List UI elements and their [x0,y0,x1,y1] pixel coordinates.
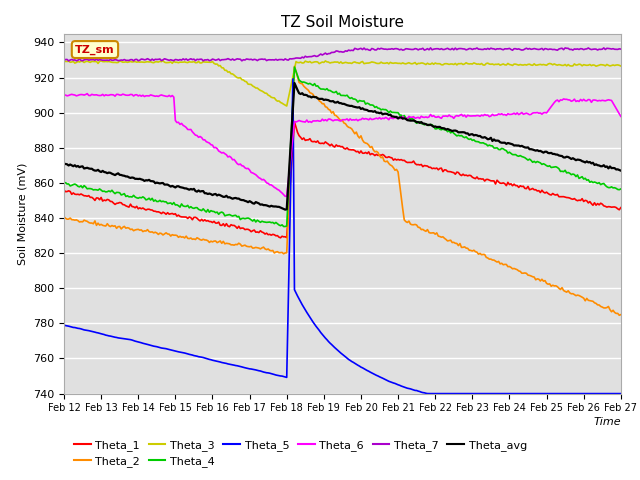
Theta_6 [76,92,83,98]
Theta_6 [380,116,388,121]
Theta_7 [60,57,68,63]
Theta_6 [399,114,406,120]
Theta_4 [380,107,388,112]
Theta_7 [427,45,435,51]
Line: Theta_5: Theta_5 [64,79,621,394]
Theta_7 [410,47,417,52]
Theta_4 [617,186,625,192]
Theta_avg [60,161,68,167]
Theta_6 [552,98,559,104]
Theta_5 [410,387,417,393]
Theta_4 [76,184,83,190]
Theta_6 [412,116,419,121]
Line: Theta_3: Theta_3 [64,60,621,106]
Theta_2 [379,154,387,160]
Theta_6 [282,193,289,199]
Theta_3 [76,59,83,65]
Theta_3 [617,63,625,69]
Theta_6 [165,93,173,98]
Theta_4 [399,114,406,120]
Theta_5 [164,346,172,352]
Theta_2 [291,63,298,69]
Theta_7 [617,46,625,52]
Theta_1 [380,153,388,158]
Theta_7 [379,46,387,52]
Line: Theta_1: Theta_1 [64,122,621,238]
Theta_avg [164,182,172,188]
Theta_avg [380,111,388,117]
Theta_1 [412,161,419,167]
Y-axis label: Soil Moisture (mV): Soil Moisture (mV) [17,162,28,265]
Theta_4 [60,180,68,186]
Theta_3 [165,60,173,65]
Theta_7 [77,58,85,63]
Theta_2 [550,283,558,289]
Text: Time: Time [593,417,621,427]
Theta_2 [616,312,623,318]
Theta_4 [291,64,298,70]
Theta_4 [164,201,172,206]
Theta_3 [283,103,291,109]
Theta_1 [60,187,68,193]
Theta_3 [552,62,559,68]
Theta_2 [76,219,83,225]
Theta_avg [412,118,419,124]
Theta_5 [76,325,83,331]
Theta_2 [397,193,405,199]
Legend: Theta_1, Theta_2, Theta_3, Theta_4, Theta_5, Theta_6, Theta_7, Theta_avg: Theta_1, Theta_2, Theta_3, Theta_4, Thet… [70,435,531,471]
Theta_7 [165,58,173,63]
Theta_5 [289,76,297,82]
Theta_7 [65,58,72,64]
Theta_6 [60,92,68,98]
Theta_2 [164,231,172,237]
Theta_1 [617,205,625,211]
Theta_4 [552,164,559,169]
Theta_4 [412,119,419,125]
Theta_avg [617,168,625,173]
Line: Theta_6: Theta_6 [64,94,621,196]
Theta_2 [617,312,625,318]
Theta_avg [291,80,298,86]
Theta_7 [552,47,559,53]
Theta_5 [60,322,68,328]
Title: TZ Soil Moisture: TZ Soil Moisture [281,15,404,30]
Theta_1 [164,210,172,216]
Theta_5 [379,375,387,381]
Theta_avg [552,152,559,157]
Line: Theta_4: Theta_4 [64,67,621,227]
Theta_1 [291,119,298,125]
Theta_3 [159,58,167,63]
Theta_6 [617,113,625,119]
Theta_3 [380,60,388,66]
Theta_5 [552,391,559,396]
Theta_7 [397,47,405,52]
Theta_2 [410,222,417,228]
Theta_6 [83,91,91,96]
Theta_5 [617,391,625,396]
Theta_1 [276,235,284,240]
Theta_5 [397,383,405,389]
Theta_avg [76,164,83,170]
Theta_1 [552,192,559,198]
Theta_1 [76,192,83,198]
Theta_avg [282,207,289,213]
Theta_3 [399,60,406,66]
Theta_3 [60,59,68,65]
Theta_4 [282,224,289,229]
Theta_1 [399,157,406,163]
Text: TZ_sm: TZ_sm [75,44,115,55]
Line: Theta_2: Theta_2 [64,66,621,315]
Theta_3 [412,60,419,65]
Theta_avg [399,116,406,121]
Line: Theta_avg: Theta_avg [64,83,621,210]
Line: Theta_7: Theta_7 [64,48,621,61]
Theta_5 [425,391,433,396]
Theta_2 [60,214,68,220]
